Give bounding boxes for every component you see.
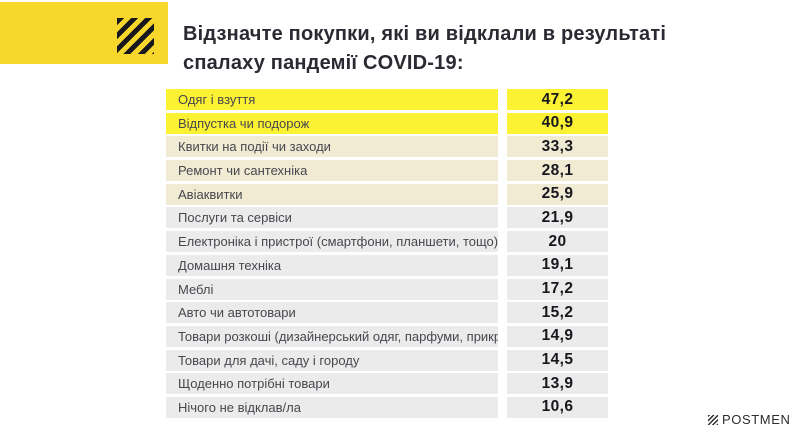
row-label-cell: Щоденно потрібні товари xyxy=(166,373,498,395)
table-row: Нічого не відклав/ла 10,6 xyxy=(166,396,608,418)
postmen-logo: POSTMEN xyxy=(708,412,790,427)
results-table: Одяг і взуття 47,2 Відпустка чи подорож … xyxy=(166,89,608,421)
row-value-cell: 14,5 xyxy=(507,349,608,371)
row-label-cell: Меблі xyxy=(166,278,498,300)
row-value-cell: 40,9 xyxy=(507,112,608,134)
row-value-cell: 13,9 xyxy=(507,373,608,395)
page-title-line2: спалаху пандемії COVID-19: xyxy=(183,52,464,74)
table-row: Авто чи автотовари 15,2 xyxy=(166,302,608,324)
table-row: Товари розкоші (дизайнерський одяг, парф… xyxy=(166,325,608,347)
table-row: Електроніка і пристрої (смартфони, планш… xyxy=(166,231,608,253)
page-title: Відзначте покупки, які ви відклали в рез… xyxy=(183,20,783,78)
table-row: Домашня техніка 19,1 xyxy=(166,254,608,276)
table-row: Квитки на події чи заходи 33,3 xyxy=(166,136,608,158)
row-value-cell: 15,2 xyxy=(507,302,608,324)
table-row: Відпустка чи подорож 40,9 xyxy=(166,112,608,134)
row-value-cell: 17,2 xyxy=(507,278,608,300)
table-row: Авіаквитки 25,9 xyxy=(166,183,608,205)
row-label-cell: Одяг і взуття xyxy=(166,89,498,110)
row-value-cell: 14,9 xyxy=(507,325,608,347)
table-row: Меблі 17,2 xyxy=(166,278,608,300)
row-value-cell: 28,1 xyxy=(507,160,608,182)
diagonal-stripes-icon xyxy=(117,18,154,54)
diagonal-stripes-icon xyxy=(708,414,718,425)
table-row: Щоденно потрібні товари 13,9 xyxy=(166,373,608,395)
row-label-cell: Послуги та сервіси xyxy=(166,207,498,229)
row-label-cell: Ремонт чи сантехніка xyxy=(166,160,498,182)
row-label-cell: Нічого не відклав/ла xyxy=(166,396,498,418)
table-row: Ремонт чи сантехніка 28,1 xyxy=(166,160,608,182)
row-label-cell: Домашня техніка xyxy=(166,254,498,276)
row-label-cell: Товари розкоші (дизайнерський одяг, парф… xyxy=(166,325,498,347)
row-label-cell: Відпустка чи подорож xyxy=(166,112,498,134)
row-value-cell: 33,3 xyxy=(507,136,608,158)
row-value-cell: 47,2 xyxy=(507,89,608,110)
table-row: Товари для дачі, саду і городу 14,5 xyxy=(166,349,608,371)
row-label-cell: Товари для дачі, саду і городу xyxy=(166,349,498,371)
table-row: Одяг і взуття 47,2 xyxy=(166,89,608,110)
page-title-line1: Відзначте покупки, які ви відклали в рез… xyxy=(183,23,667,45)
postmen-wordmark: POSTMEN xyxy=(722,412,791,427)
table-row: Послуги та сервіси 21,9 xyxy=(166,207,608,229)
row-value-cell: 19,1 xyxy=(507,254,608,276)
row-label-cell: Електроніка і пристрої (смартфони, планш… xyxy=(166,231,498,253)
header-accent-block xyxy=(0,2,168,64)
row-label-cell: Авто чи автотовари xyxy=(166,302,498,324)
row-value-cell: 21,9 xyxy=(507,207,608,229)
row-value-cell: 20 xyxy=(507,231,608,253)
row-label-cell: Квитки на події чи заходи xyxy=(166,136,498,158)
row-value-cell: 10,6 xyxy=(507,396,608,418)
row-value-cell: 25,9 xyxy=(507,183,608,205)
row-label-cell: Авіаквитки xyxy=(166,183,498,205)
